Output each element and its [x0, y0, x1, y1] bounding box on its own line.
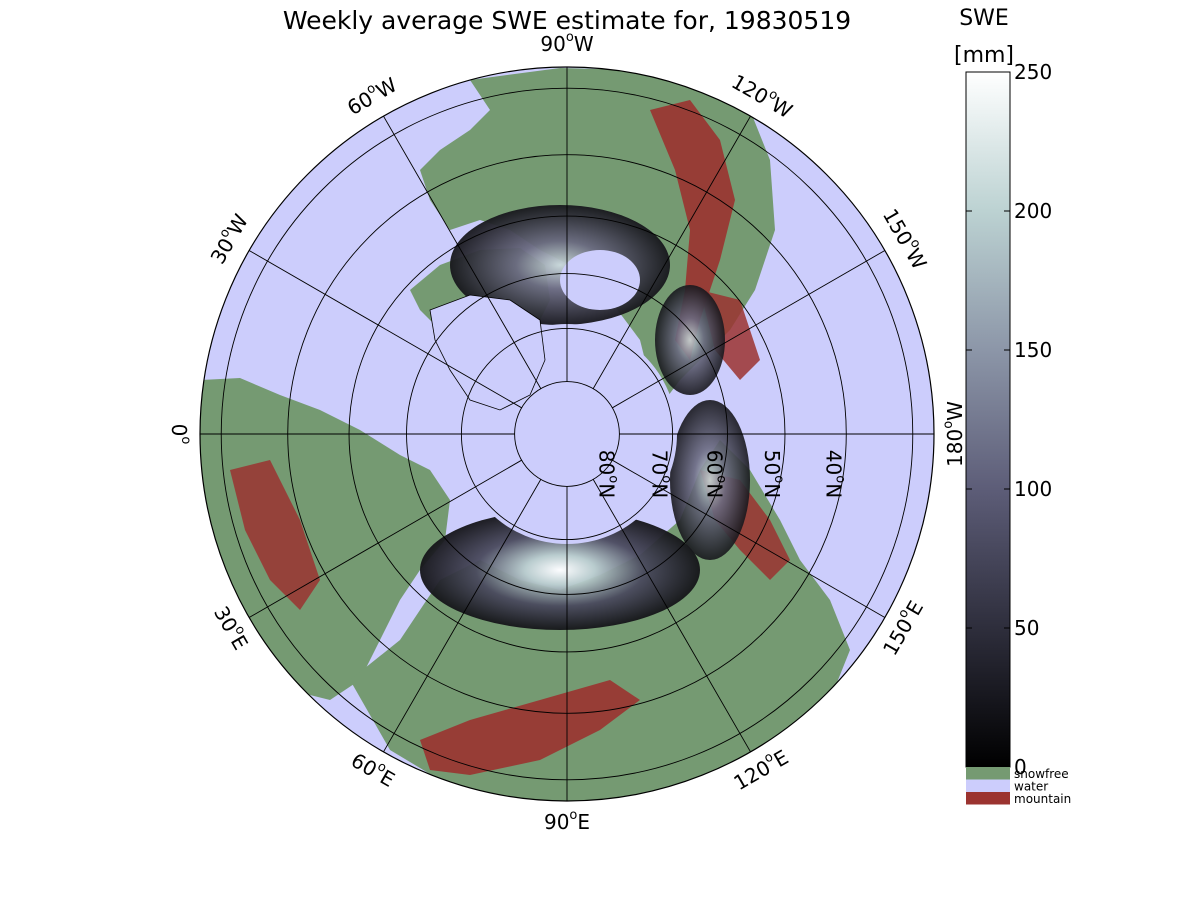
hemisphere-suffix: E — [577, 810, 590, 834]
mountain-scandinavia — [230, 460, 320, 610]
greenland-ice-sheet — [429, 294, 546, 411]
longitude-label-number: 0 — [168, 424, 192, 437]
legend-swatch-snowfree — [966, 767, 1010, 780]
colorbar: SWE [mm] 0 50 100 150 200 250 snowfreewatermo… — [954, 6, 1071, 806]
latitude-label: 40oN — [822, 450, 848, 498]
colorbar-tick-label: 100 — [1014, 477, 1052, 501]
meridian-120 — [592, 479, 751, 753]
hemisphere-suffix: N — [760, 483, 784, 498]
latitude-label-number: 60 — [703, 450, 727, 475]
latitude-label-number: 40 — [822, 450, 846, 475]
swe-snow-far-east — [670, 400, 750, 560]
swe-snow-siberia — [420, 510, 700, 630]
chart-title: Weekly average SWE estimate for, 1983051… — [283, 6, 851, 35]
colorbar-tick-label: 0 — [1014, 755, 1027, 779]
hemisphere-suffix: N — [648, 483, 672, 498]
longitude-label-number: 180 — [943, 429, 967, 467]
colorbar-tick-label: 50 — [1014, 616, 1039, 640]
degree-mark: o — [833, 475, 848, 483]
degree-mark: o — [714, 475, 729, 483]
meridian--60 — [383, 115, 542, 389]
latitude-label: 80oN — [595, 450, 621, 498]
colorbar-title-line1: SWE — [959, 6, 1009, 31]
longitude-label-number: 30 — [205, 234, 239, 268]
legend-label-mountain: mountain — [1014, 792, 1071, 806]
longitude-label-number: 120 — [728, 69, 773, 109]
degree-mark: o — [566, 30, 574, 45]
degree-mark: o — [606, 475, 621, 483]
mountain-rockies — [650, 100, 735, 360]
hemisphere-suffix: W — [574, 32, 594, 56]
legend-swatch-mountain — [966, 792, 1010, 805]
colorbar-tick-label: 150 — [1014, 338, 1052, 362]
degree-mark: o — [179, 436, 194, 444]
hemisphere-suffix: W — [901, 244, 932, 273]
hemisphere-suffix: N — [822, 483, 846, 498]
swe-snow-alaska — [655, 285, 725, 395]
latitude-label: 50oN — [760, 450, 786, 498]
longitude-label-number: 60 — [347, 748, 381, 782]
hemisphere-suffix: W — [372, 72, 401, 103]
degree-mark: o — [771, 475, 786, 483]
hemisphere-suffix: W — [943, 401, 967, 421]
longitude-label: 90oW — [540, 30, 593, 56]
colorbar-title-line2: [mm] — [954, 43, 1014, 68]
meridian--30 — [248, 250, 522, 409]
latitude-label-number: 80 — [595, 450, 619, 475]
longitude-label: 180oW — [941, 401, 967, 467]
longitude-label-number: 90 — [544, 810, 569, 834]
colorbar-tick-label: 200 — [1014, 199, 1052, 223]
hemisphere-suffix: E — [769, 744, 792, 771]
legend-swatch-water — [966, 779, 1010, 792]
latitude-label: 60oN — [703, 450, 729, 498]
graticule — [200, 67, 934, 801]
degree-mark: o — [569, 808, 577, 823]
hemisphere-suffix: E — [226, 631, 253, 654]
colorbar-gradient — [965, 71, 1011, 768]
degree-mark: o — [941, 421, 956, 429]
meridian--150 — [612, 250, 886, 409]
legend-label-water: water — [1014, 780, 1048, 794]
meridian-30 — [248, 459, 522, 618]
mountain-central-asia — [420, 680, 640, 775]
colorbar-tick-label: 250 — [1014, 60, 1052, 84]
longitude-label: 0o — [168, 424, 194, 445]
meridian-150 — [612, 459, 886, 618]
swe-snow-hudson — [560, 250, 640, 310]
latitude-label: 70oN — [648, 450, 674, 498]
latitude-label-number: 50 — [760, 450, 784, 475]
meridian-60 — [383, 479, 542, 753]
map-border — [199, 66, 935, 802]
hemisphere-suffix: N — [595, 483, 619, 498]
latitude-label-number: 70 — [648, 450, 672, 475]
hemisphere-suffix: N — [703, 483, 727, 498]
colorbar-ticks: 0 50 100 150 200 250 — [966, 60, 1052, 779]
legend-label-snowfree: snowfree — [1014, 767, 1069, 781]
degree-mark: o — [659, 475, 674, 483]
meridian--120 — [592, 115, 751, 389]
landmass-europe — [200, 378, 450, 700]
map-area — [200, 67, 934, 801]
longitude-label-number: 90 — [540, 32, 565, 56]
longitude-label: 90oE — [544, 808, 590, 834]
